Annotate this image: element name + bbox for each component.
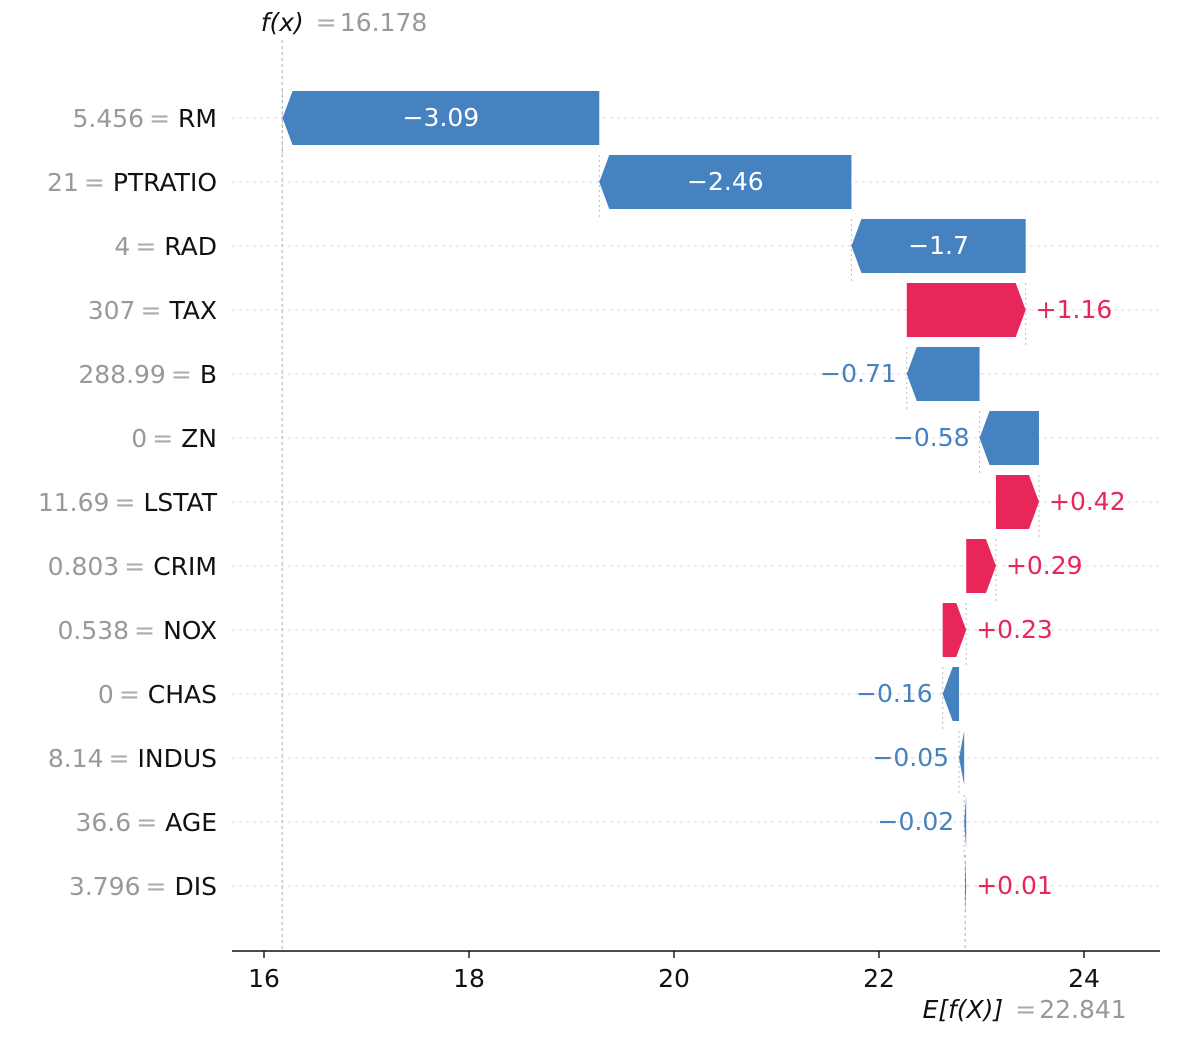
feature-value: 288.99 <box>78 360 165 389</box>
equals-sign: = <box>140 296 161 325</box>
feature-name: B <box>200 360 217 389</box>
fx-value: 16.178 <box>340 8 427 37</box>
x-tick-label: 16 <box>248 964 280 993</box>
x-tick-label: 18 <box>453 964 485 993</box>
shap-label: −0.16 <box>856 679 933 708</box>
equals-sign: = <box>149 104 170 133</box>
ex-value: 22.841 <box>1039 995 1126 1024</box>
equals-sign: = <box>136 808 157 837</box>
feature-value: 0 <box>98 680 114 709</box>
ex-label: E[f(X)] <box>922 995 1003 1024</box>
shap-label: +1.16 <box>1036 295 1113 324</box>
feature-name: RAD <box>164 232 217 261</box>
x-tick-label: 22 <box>863 964 895 993</box>
feature-value: 36.6 <box>75 808 131 837</box>
shap-label: −0.02 <box>878 807 955 836</box>
bar-chas <box>942 667 960 721</box>
shap-label: −1.7 <box>908 231 969 260</box>
feature-name: TAX <box>168 296 217 325</box>
feature-name: RM <box>178 104 217 133</box>
bar-zn <box>979 411 1040 465</box>
shap-label: −0.58 <box>893 423 970 452</box>
feature-name: PTRATIO <box>113 168 217 197</box>
shap-label: −2.46 <box>687 167 764 196</box>
feature-name: CRIM <box>153 552 217 581</box>
shap-label: +0.42 <box>1049 487 1126 516</box>
feature-value: 307 <box>88 296 136 325</box>
bar-b <box>906 347 980 401</box>
feature-name: DIS <box>175 872 218 901</box>
feature-value: 8.14 <box>48 744 104 773</box>
equals-sign: = <box>152 424 173 453</box>
feature-name: CHAS <box>148 680 217 709</box>
shap-label: −0.71 <box>820 359 897 388</box>
ex-equals: = <box>1015 995 1036 1024</box>
bar-crim <box>966 539 996 593</box>
feature-value: 21 <box>47 168 79 197</box>
fx-equals: = <box>316 8 337 37</box>
equals-sign: = <box>135 232 156 261</box>
feature-value: 5.456 <box>72 104 144 133</box>
equals-sign: = <box>109 744 130 773</box>
x-tick-label: 24 <box>1068 964 1100 993</box>
feature-name: INDUS <box>138 744 218 773</box>
bar-rm <box>282 91 600 145</box>
equals-sign: = <box>124 552 145 581</box>
feature-name: AGE <box>165 808 217 837</box>
bar-nox <box>942 603 967 657</box>
equals-sign: = <box>171 360 192 389</box>
bar-lstat <box>995 475 1040 529</box>
bar-ptratio <box>599 155 852 209</box>
feature-value: 0.803 <box>48 552 120 581</box>
feature-value: 11.69 <box>38 488 110 517</box>
bar-rad <box>851 219 1026 273</box>
bar-dis <box>965 859 967 913</box>
equals-sign: = <box>134 616 155 645</box>
shap-label: −3.09 <box>403 103 480 132</box>
bar-tax <box>906 283 1026 337</box>
feature-name: NOX <box>163 616 217 645</box>
bar-age <box>964 795 967 849</box>
x-tick-label: 20 <box>658 964 690 993</box>
feature-value: 4 <box>114 232 130 261</box>
shap-label: +0.01 <box>976 871 1053 900</box>
shap-label: +0.29 <box>1006 551 1083 580</box>
feature-value: 0 <box>131 424 147 453</box>
bar-indus <box>959 731 965 785</box>
feature-name: LSTAT <box>143 488 217 517</box>
feature-name: ZN <box>181 424 217 453</box>
equals-sign: = <box>146 872 167 901</box>
equals-sign: = <box>84 168 105 197</box>
feature-value: 3.796 <box>69 872 141 901</box>
feature-value: 0.538 <box>58 616 130 645</box>
equals-sign: = <box>119 680 140 709</box>
shap-label: +0.23 <box>976 615 1053 644</box>
fx-label: f(x) <box>261 8 304 37</box>
shap-label: −0.05 <box>872 743 949 772</box>
equals-sign: = <box>114 488 135 517</box>
